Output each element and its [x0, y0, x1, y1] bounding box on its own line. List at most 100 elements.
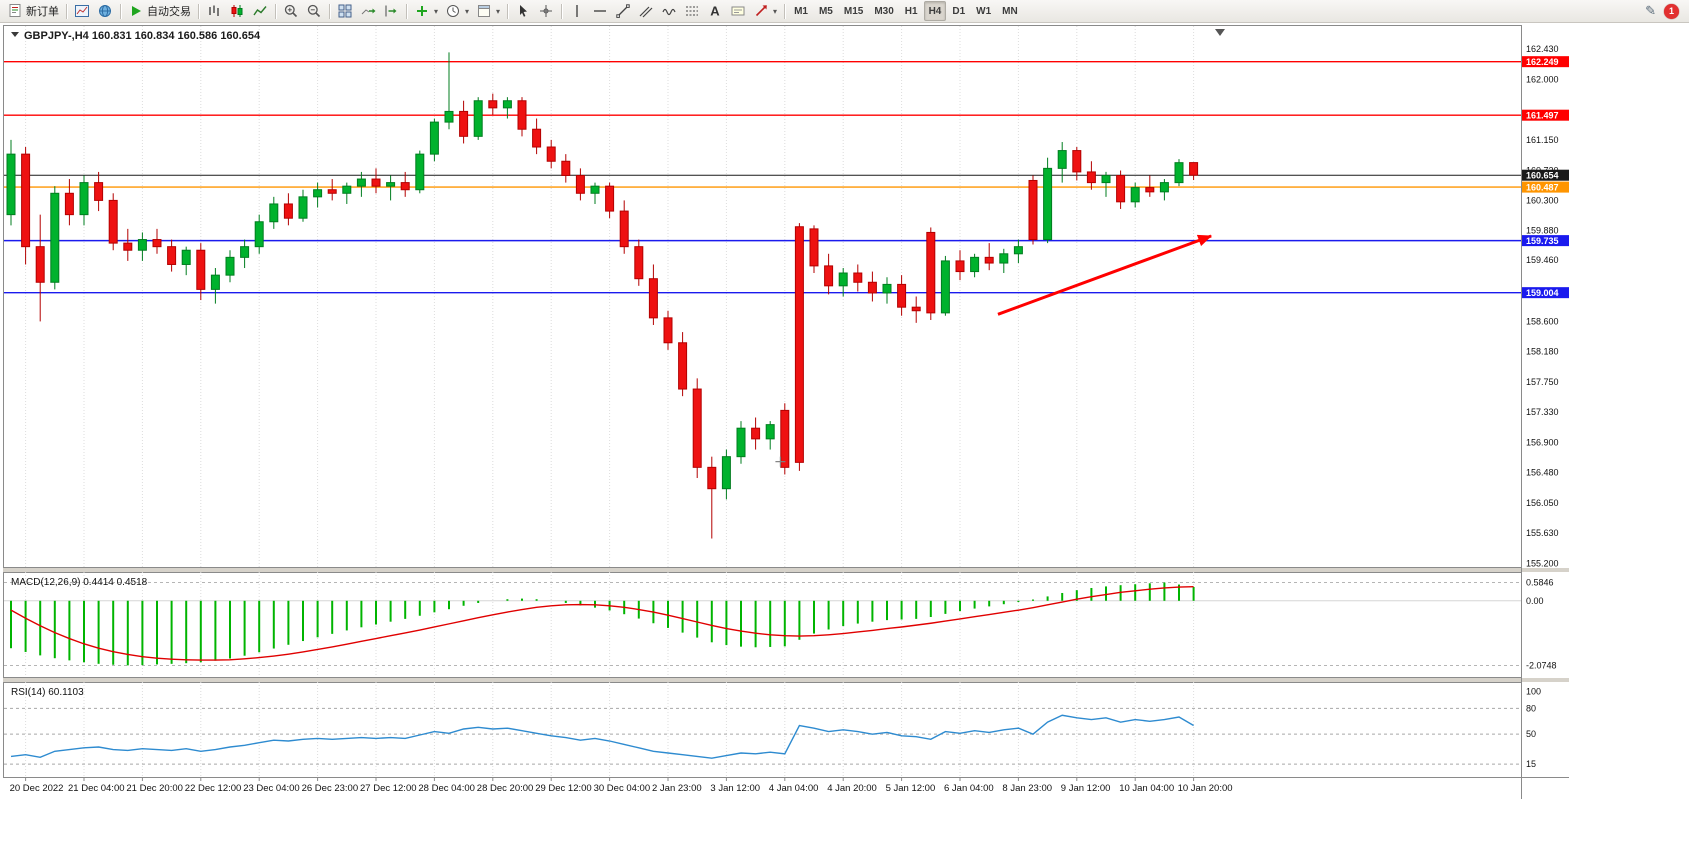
candle-body — [809, 228, 819, 267]
candle-body — [21, 153, 31, 248]
fibonacci-button[interactable] — [658, 1, 680, 21]
time-label: 21 Dec 04:00 — [68, 783, 125, 794]
rsi-tick: 100 — [1526, 686, 1541, 696]
candle-body — [167, 246, 177, 265]
pane-splitter-1[interactable] — [3, 568, 1569, 572]
candle-body — [1116, 174, 1126, 203]
timeframe-d1-button[interactable]: D1 — [952, 5, 966, 17]
arrowobj-icon — [755, 5, 767, 17]
zoom-out-button[interactable] — [303, 1, 325, 21]
profiles-button[interactable] — [94, 1, 116, 21]
candle-body — [254, 221, 264, 248]
candle-body — [225, 256, 235, 276]
candle-body — [1189, 162, 1199, 176]
levels-button[interactable] — [681, 1, 703, 21]
timeframe-m15-button[interactable]: M15 — [843, 5, 864, 17]
candle-body — [298, 196, 308, 219]
chart-shift-button[interactable] — [380, 1, 402, 21]
timeframe-m5-button[interactable]: M5 — [818, 5, 833, 17]
bar-chart-button[interactable] — [203, 1, 225, 21]
candles-icon — [231, 5, 243, 17]
time-label: 2 Jan 23:00 — [652, 783, 702, 794]
timeframe-w1-button[interactable]: W1 — [976, 5, 992, 17]
edit-pencil-icon[interactable]: ✎ — [1645, 3, 1656, 18]
candle-body — [1043, 167, 1053, 241]
notification-badge[interactable]: 1 — [1664, 3, 1679, 19]
vertical-line-button[interactable] — [566, 1, 588, 21]
rsi-line — [10, 714, 1194, 759]
zoom-in-button[interactable] — [280, 1, 302, 21]
candle-body — [867, 281, 877, 294]
timeframe-mn-button[interactable]: MN — [1002, 5, 1018, 17]
cursor-button[interactable] — [512, 1, 534, 21]
main-toolbar: 新订单 自动交易 ▾ ▾ ▾ A ▾ M1 M5 M15 M30 H1 H4 D1 W1 MN ✎ 1 — [0, 0, 1689, 23]
candle-body — [488, 100, 498, 109]
price-tick: 155.200 — [1526, 558, 1559, 568]
time-label: 27 Dec 12:00 — [360, 783, 417, 794]
new-order-button[interactable]: 新订单 — [4, 1, 62, 21]
price-axis: 162.430162.000161.150160.720160.300159.8… — [1522, 44, 1569, 568]
symbol-dropdown-icon[interactable] — [11, 32, 19, 37]
candle-body — [1072, 150, 1082, 173]
autotrading-button[interactable]: 自动交易 — [125, 1, 194, 21]
candle-body — [1174, 162, 1184, 184]
gbpjpy-h4-chart: GBPJPY-,H4 160.831 160.834 160.586 160.6… — [3, 25, 1569, 799]
periods-button[interactable]: ▾ — [442, 1, 472, 21]
linechart-icon — [253, 6, 267, 16]
indicators-button[interactable]: ▾ — [411, 1, 441, 21]
chartwin-icon — [75, 5, 89, 17]
svg-text:A: A — [710, 4, 720, 19]
time-label: 21 Dec 20:00 — [126, 783, 183, 794]
candle-body — [473, 100, 483, 137]
timeframe-m1-button[interactable]: M1 — [794, 5, 808, 17]
label-button[interactable] — [727, 1, 749, 21]
candle-body — [546, 146, 556, 162]
line-chart-button[interactable] — [249, 1, 271, 21]
template-icon — [478, 5, 491, 17]
chart-shift-marker[interactable] — [1215, 29, 1225, 36]
candle-body — [575, 174, 585, 194]
toolbar-separator — [275, 3, 276, 19]
pane-splitter-2[interactable] — [3, 678, 1569, 682]
labelbox-icon — [731, 6, 745, 16]
trend-arrow[interactable] — [997, 234, 1213, 316]
toolbar-separator — [406, 3, 407, 19]
timeframe-h1-button[interactable]: H1 — [904, 5, 918, 17]
toolbar-separator — [329, 3, 330, 19]
price-box-value: 162.249 — [1526, 57, 1559, 67]
horizontal-line-button[interactable] — [589, 1, 611, 21]
candle-body — [678, 342, 688, 390]
channel-button[interactable] — [635, 1, 657, 21]
chart-window: GBPJPY-,H4 160.831 160.834 160.586 160.6… — [3, 25, 1569, 804]
tile-windows-button[interactable] — [334, 1, 356, 21]
cursor-icon — [520, 5, 528, 17]
candle-body — [590, 185, 600, 194]
trendline-button[interactable] — [612, 1, 634, 21]
candle-body — [356, 178, 366, 187]
macd-tick: 0.00 — [1526, 596, 1544, 606]
candle-body — [1159, 182, 1169, 193]
crosshair-button[interactable] — [535, 1, 557, 21]
price-box-value: 161.497 — [1526, 111, 1559, 121]
timeframe-m30-button[interactable]: M30 — [874, 5, 894, 17]
new-chart-button[interactable] — [71, 1, 93, 21]
templates-button[interactable]: ▾ — [473, 1, 503, 21]
text-button[interactable]: A — [704, 1, 726, 21]
cross-marker[interactable] — [775, 456, 786, 467]
globe-icon — [99, 5, 111, 17]
resistance-line-lower-price-box — [1522, 109, 1569, 121]
candle-body — [1145, 187, 1155, 193]
timeframe-h4-button[interactable]: H4 — [923, 1, 947, 21]
price-tick: 161.150 — [1526, 135, 1559, 145]
candlestick-button[interactable] — [226, 1, 248, 21]
candle-body — [765, 424, 775, 440]
toolbar-right-group: ✎ 1 — [1645, 3, 1685, 19]
arrows-button[interactable]: ▾ — [750, 1, 780, 21]
price-tick: 162.000 — [1526, 74, 1559, 84]
toolbar-separator — [66, 3, 67, 19]
auto-scroll-button[interactable] — [357, 1, 379, 21]
candle-body — [94, 182, 104, 201]
neworder-icon — [9, 4, 21, 17]
candle-body — [999, 253, 1009, 264]
